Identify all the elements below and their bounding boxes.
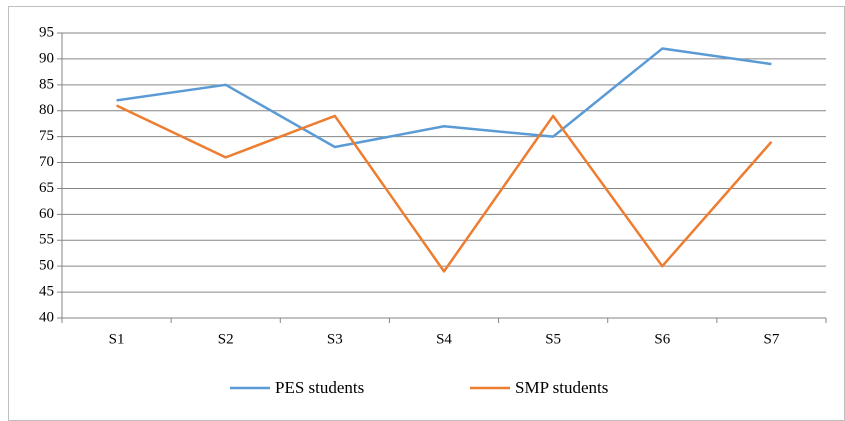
y-tick-label: 75 <box>39 128 54 144</box>
series-line <box>116 104 773 273</box>
y-tick-label: 95 <box>39 24 54 40</box>
x-tick-label: S7 <box>764 331 780 347</box>
x-tick-label: S3 <box>327 331 343 347</box>
y-tick-label: 70 <box>39 154 54 170</box>
legend-label: SMP students <box>515 378 608 397</box>
y-tick-label: 80 <box>39 102 54 118</box>
y-tick-label: 55 <box>39 232 54 248</box>
legend-label: PES students <box>275 378 364 397</box>
x-tick-label: S1 <box>109 331 125 347</box>
x-tick-label: S6 <box>654 331 670 347</box>
series-line <box>116 47 772 149</box>
y-tick-label: 90 <box>39 50 54 66</box>
y-tick-label: 50 <box>39 258 54 274</box>
chart-frame <box>8 6 845 421</box>
y-tick-label: 65 <box>39 180 54 196</box>
y-tick-label: 85 <box>39 76 54 92</box>
x-tick-label: S4 <box>436 331 452 347</box>
x-tick-label: S2 <box>218 331 234 347</box>
x-tick-label: S5 <box>545 331 561 347</box>
y-tick-label: 40 <box>39 309 54 325</box>
y-tick-label: 60 <box>39 206 54 222</box>
y-tick-label: 45 <box>39 284 54 300</box>
